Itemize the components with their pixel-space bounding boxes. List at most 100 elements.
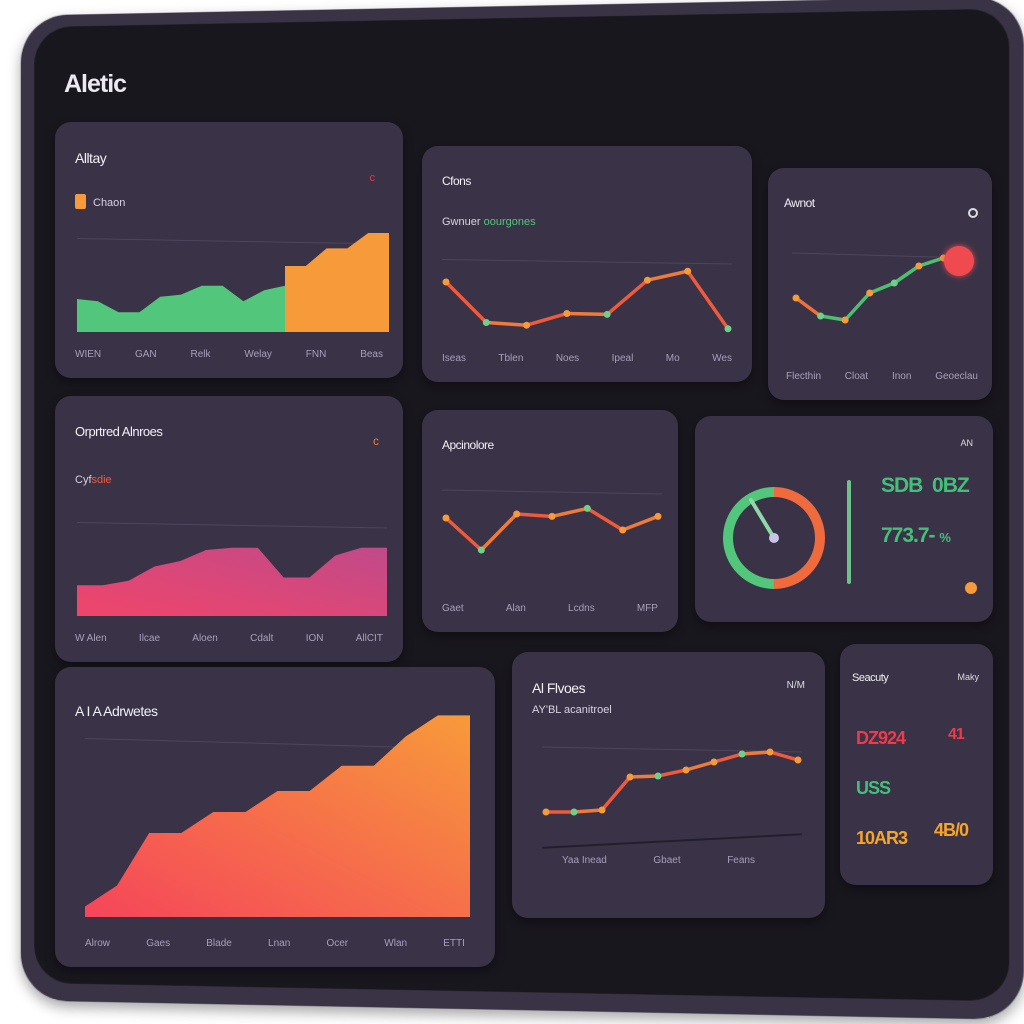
panel-subtitle: Gwnuer oourgones	[442, 216, 536, 228]
x-tick-label: Blade	[206, 938, 232, 949]
x-axis-labels: Yaa Inead Gbaet Feans	[562, 855, 755, 866]
data-point	[654, 512, 662, 520]
metric-1b: 0BZ	[932, 474, 970, 497]
panel-cfons[interactable]: Cfons Gwnuer oourgones Iseas Tblen Noes Ipe…	[422, 146, 752, 382]
panel-adrwetes[interactable]: A I A Adrwetes Alrow Gaes Blade Lnan Ocer Wla…	[55, 667, 495, 967]
metric-2a: 773.7-	[881, 524, 936, 547]
data-point	[542, 808, 550, 816]
panel-title: Apcinolore	[442, 438, 494, 452]
line-segment	[712, 752, 744, 764]
metric-value-2: 773.7- %	[881, 524, 951, 548]
legend-label: Chaon	[93, 197, 126, 209]
line-segment	[484, 320, 529, 327]
data-point	[598, 806, 606, 814]
data-point	[626, 773, 634, 781]
gridline	[442, 489, 662, 495]
x-tick-label: Alrow	[85, 938, 111, 949]
gauge-hub	[769, 533, 779, 543]
data-point	[682, 766, 690, 774]
x-tick-label: Alan	[505, 603, 526, 614]
x-tick-label: Gaes	[146, 938, 171, 949]
line-segment	[550, 506, 590, 519]
data-point	[619, 526, 627, 534]
area-series	[285, 233, 389, 332]
line-chart	[442, 259, 732, 333]
panel-apcinolore[interactable]: Apcinolore Gaet Alan Lcdns MFP	[422, 410, 678, 632]
data-point	[643, 276, 651, 284]
area-series	[77, 547, 387, 616]
x-tick-label: FNN	[305, 349, 327, 360]
panel-awnot[interactable]: Awnot Flecthin Cloat Inon Geoeclau	[768, 168, 992, 400]
status-dot	[965, 582, 977, 594]
data-point	[792, 294, 800, 302]
data-point	[548, 512, 556, 520]
legend-swatch	[75, 194, 86, 209]
data-point	[563, 310, 571, 317]
data-point	[738, 750, 746, 758]
x-tick-label: Ocer	[326, 938, 349, 949]
data-point	[817, 312, 825, 320]
line-segment	[565, 311, 609, 317]
x-tick-label: Feans	[727, 855, 755, 866]
data-point	[766, 748, 774, 756]
x-tick-label: Gbaet	[653, 855, 681, 866]
metric-2b: %	[939, 530, 951, 545]
x-tick-label: Geoeclau	[935, 371, 978, 382]
x-tick-label: Relk	[190, 349, 211, 360]
settings-icon[interactable]	[968, 208, 978, 218]
x-tick-label: Flecthin	[786, 371, 822, 382]
line-segment	[656, 768, 688, 778]
security-value-3: 10AR3	[856, 828, 908, 848]
line-chart	[792, 252, 972, 324]
line-segment	[444, 280, 489, 325]
metric-value-1: SDB 0BZ	[881, 474, 970, 498]
panel-title: A I A Adrwetes	[75, 703, 158, 719]
x-tick-label: Wes	[712, 353, 732, 364]
panel-security[interactable]: Seacuty Maky DZ924 41 USS 10AR3 4B/0	[840, 644, 993, 885]
x-tick-label: Cloat	[844, 371, 869, 382]
line-segment	[444, 516, 484, 552]
x-axis-labels: Iseas Tblen Noes Ipeal Mo Wes	[442, 353, 732, 364]
gridline	[442, 259, 732, 265]
x-tick-label: Tblen	[498, 353, 524, 364]
data-point	[866, 289, 874, 297]
data-point	[603, 310, 611, 318]
security-value-3b: 4B/0	[934, 820, 969, 840]
baseline	[542, 833, 802, 849]
gauge-chart	[723, 487, 825, 589]
x-tick-label: WIEN	[75, 349, 102, 360]
data-point	[890, 279, 898, 287]
indicator-icon: c	[373, 434, 379, 448]
x-tick-label: MFP	[636, 603, 658, 614]
gauge-orange-arc	[723, 487, 825, 589]
line-segment	[628, 774, 660, 779]
x-tick-label: Ilcae	[138, 633, 161, 644]
data-point	[684, 267, 692, 275]
x-tick-label: Gaet	[442, 603, 464, 614]
area-chart	[85, 715, 470, 917]
line-chart	[542, 746, 802, 816]
line-segment	[514, 512, 554, 519]
line-segment	[740, 750, 772, 756]
panel-title: Orprtred Alnroes	[75, 424, 163, 439]
panel-title: Alltay	[75, 150, 107, 166]
x-tick-label: Ipeal	[611, 353, 634, 364]
x-tick-label: Mo	[665, 353, 680, 364]
data-point	[583, 504, 591, 512]
panel-gauge[interactable]: AN SDB 0BZ 773.7- %	[695, 416, 993, 622]
subtitle-highlight: oourgones	[483, 216, 536, 228]
area-series	[77, 285, 285, 332]
panel-orprtred[interactable]: Orprtred Alnroes c Cyfsdie W Alen Ilcae Al…	[55, 396, 403, 662]
subtitle-highlight: sdie	[91, 474, 112, 486]
data-point	[442, 514, 450, 522]
panel-alltay[interactable]: Alltay c Chaon WIEN GAN Relk Welay FNN Beas	[55, 122, 403, 378]
x-tick-label: Aloen	[192, 633, 218, 644]
panel-flvoes[interactable]: Al Flvoes N/M AY'BL acanitroel Yaa Inead…	[512, 652, 825, 918]
x-axis-labels: Alrow Gaes Blade Lnan Ocer Wlan ETTI	[85, 938, 465, 949]
security-value-1: DZ924	[856, 728, 906, 748]
data-point	[794, 756, 802, 764]
x-tick-label: ETTI	[443, 938, 465, 949]
line-chart	[442, 489, 662, 554]
security-value-1b: 41	[948, 726, 965, 743]
line-segment	[605, 278, 650, 317]
